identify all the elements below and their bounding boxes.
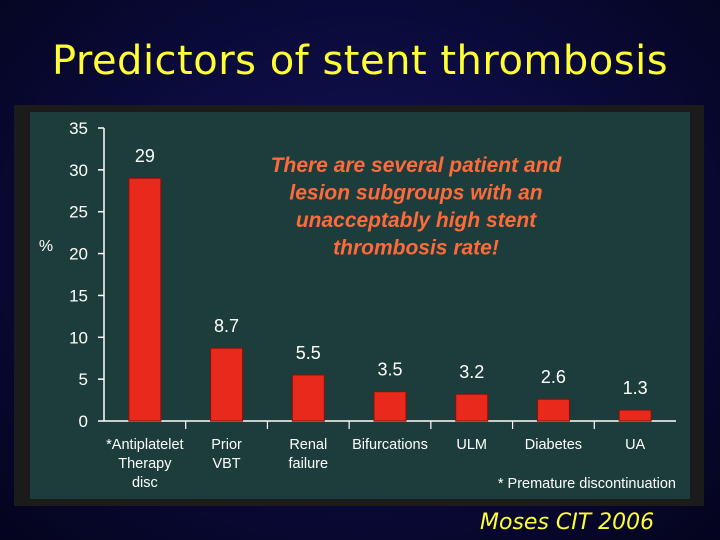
bar <box>455 393 489 422</box>
x-category-label: Renal <box>289 437 327 453</box>
x-category-label: disc <box>132 475 158 491</box>
chart-annotation: There are several patient and <box>271 154 563 177</box>
bar-value-label: 29 <box>135 146 155 166</box>
y-tick-label: 0 <box>79 412 88 431</box>
bar <box>618 409 652 422</box>
bar-value-label: 3.5 <box>377 360 402 380</box>
y-tick-label: 5 <box>79 370 88 389</box>
chart-annotation: thrombosis rate! <box>333 237 499 260</box>
chart-annotation: unacceptably high stent <box>296 209 537 232</box>
bar-value-label: 1.3 <box>623 378 648 398</box>
bar-value-label: 2.6 <box>541 367 566 387</box>
y-tick-label: 25 <box>69 203 88 222</box>
y-tick-label: 20 <box>69 245 88 264</box>
bar <box>210 347 244 422</box>
slide-title: Predictors of stent thrombosis <box>51 38 669 84</box>
bar-value-label: 8.7 <box>214 316 239 336</box>
chart-annotation: lesion subgroups with an <box>289 182 542 205</box>
bar <box>291 374 325 422</box>
x-category-label: VBT <box>212 456 240 472</box>
y-tick-label: 15 <box>69 286 88 305</box>
y-axis-label: % <box>39 238 53 255</box>
x-category-label: *Antiplatelet <box>106 437 183 453</box>
x-category-label: ULM <box>456 437 487 453</box>
y-tick-label: 35 <box>69 119 88 138</box>
citation: Moses CIT 2006 <box>480 510 655 535</box>
x-category-label: Bifurcations <box>352 437 428 453</box>
y-tick-label: 30 <box>69 161 88 180</box>
x-category-label: Prior <box>211 437 242 453</box>
x-category-label: UA <box>625 437 645 453</box>
bar <box>536 398 570 422</box>
bar-value-label: 3.2 <box>459 362 484 382</box>
bar-value-label: 5.5 <box>296 343 321 363</box>
chart-footnote: * Premature discontinuation <box>498 476 676 492</box>
x-category-label: Therapy <box>118 456 172 472</box>
bar <box>128 177 162 422</box>
x-category-label: Diabetes <box>525 437 582 453</box>
bar <box>373 391 407 422</box>
y-tick-label: 10 <box>69 328 88 347</box>
x-category-label: failure <box>289 456 329 472</box>
